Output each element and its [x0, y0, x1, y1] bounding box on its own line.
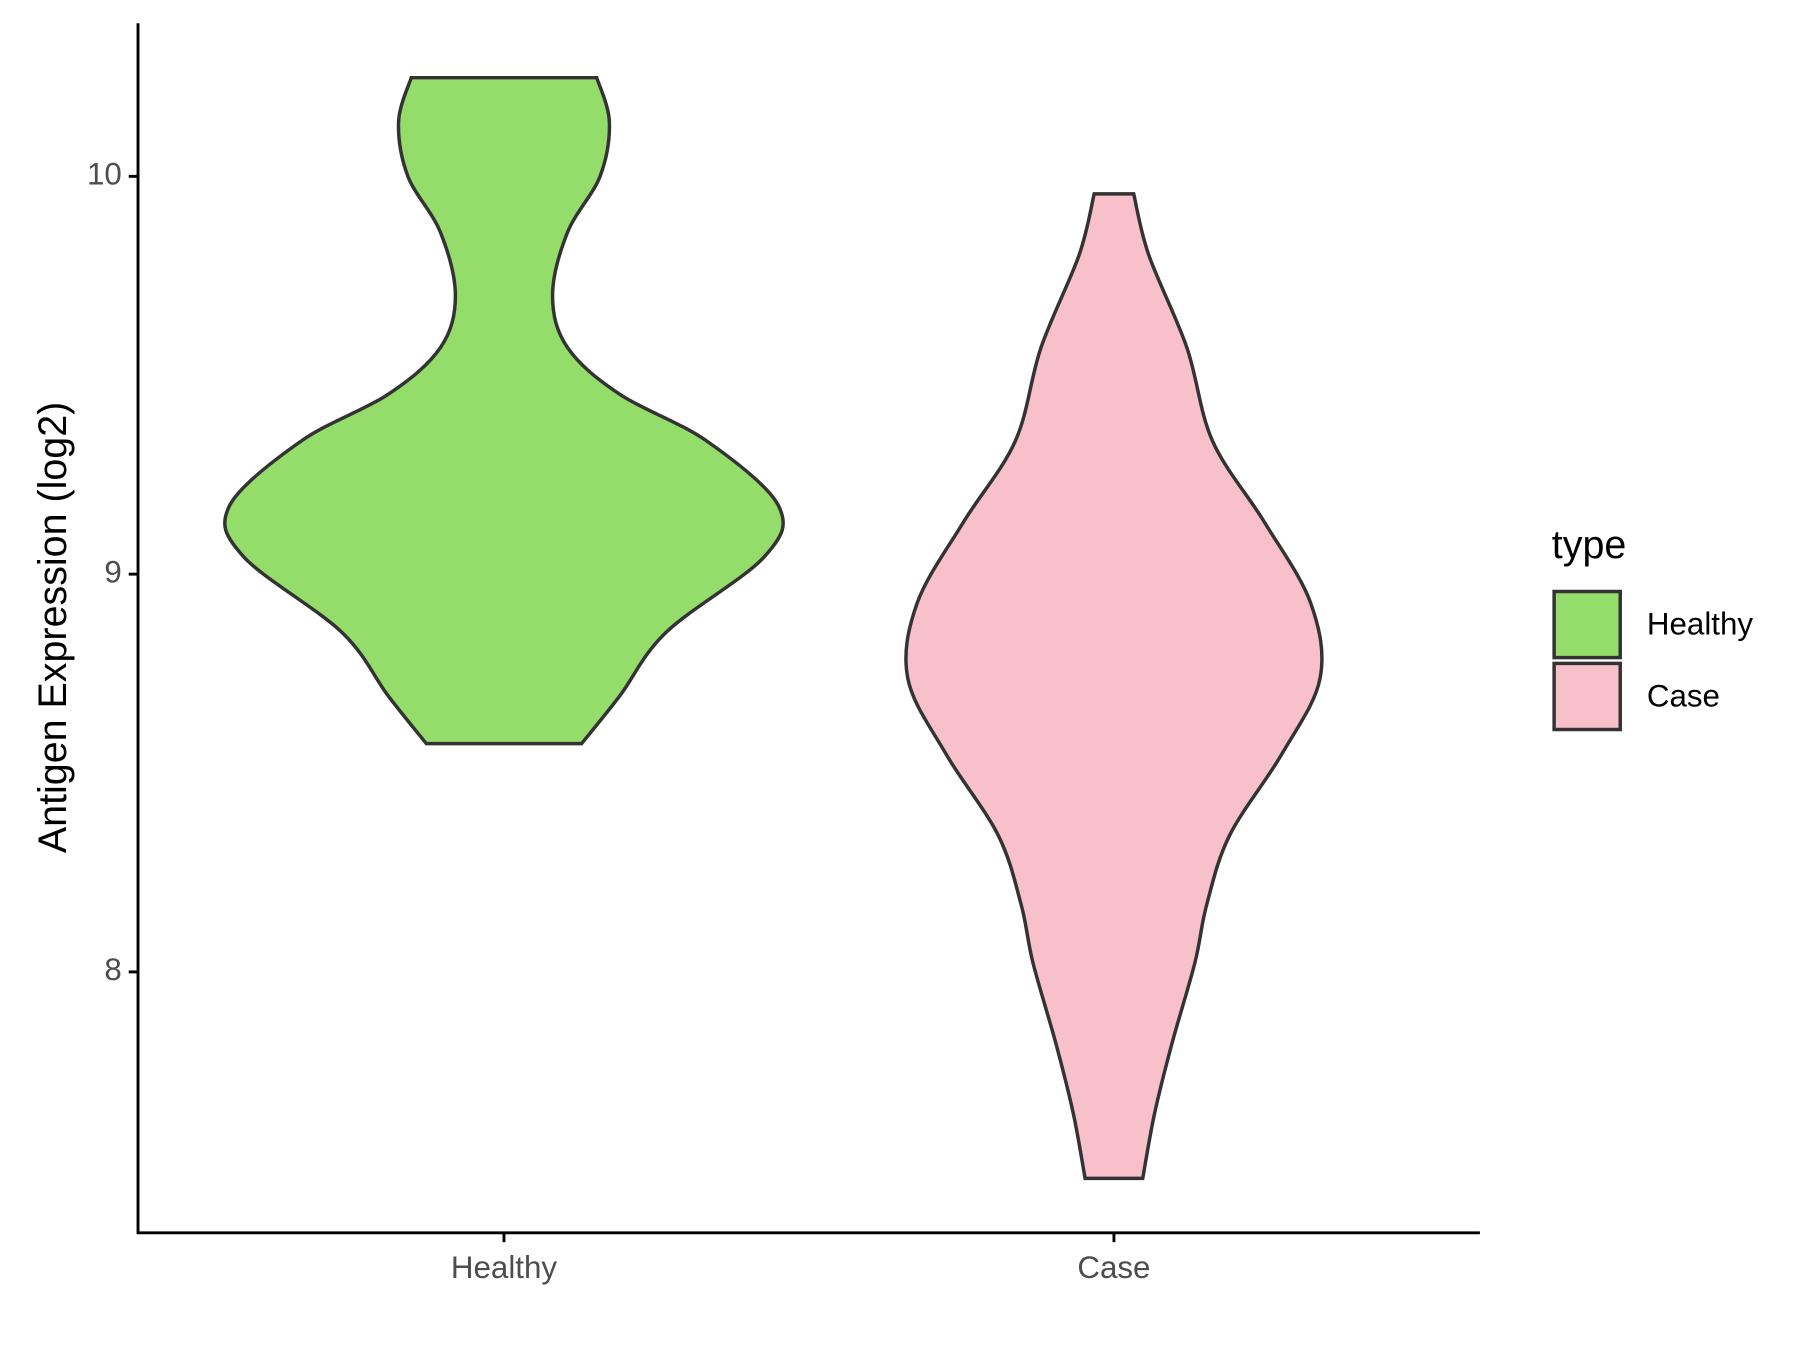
violin — [223, 75, 785, 746]
violin — [904, 192, 1324, 1181]
y-axis-title: Antigen Expression (log2) — [31, 402, 75, 853]
y-tick-label: 10 — [87, 157, 122, 192]
legend-title: type — [1552, 523, 1627, 567]
legend-label: Case — [1647, 678, 1720, 713]
x-tick-label: Healthy — [451, 1250, 557, 1285]
legend-key — [1552, 589, 1622, 660]
y-tick-label: 8 — [104, 952, 121, 987]
y-tick-label: 9 — [104, 554, 121, 589]
legend-key — [1552, 661, 1622, 732]
x-tick-label: Case — [1077, 1250, 1150, 1285]
legend-label: Healthy — [1647, 607, 1753, 642]
